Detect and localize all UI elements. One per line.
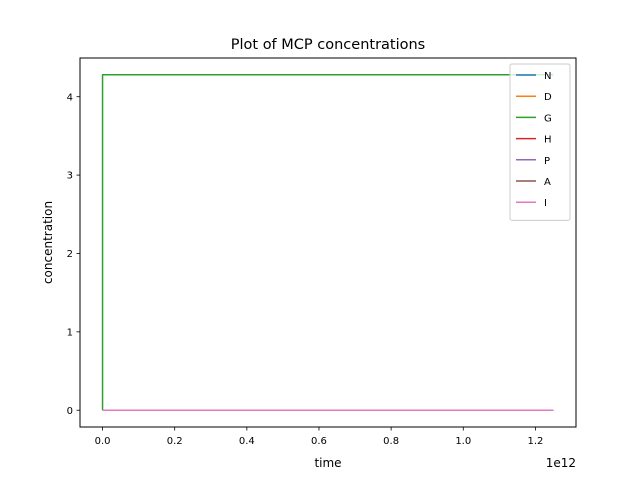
x-axis-offset-label: 1e12 bbox=[546, 456, 576, 470]
legend-label: D bbox=[544, 92, 552, 103]
legend-label: I bbox=[544, 198, 547, 209]
legend-label: P bbox=[544, 156, 550, 167]
y-tick-label: 0 bbox=[67, 406, 73, 417]
y-tick-label: 1 bbox=[67, 327, 73, 338]
x-tick-label: 0.0 bbox=[95, 436, 111, 447]
x-tick-label: 0.8 bbox=[383, 436, 399, 447]
legend-box bbox=[509, 63, 571, 221]
y-tick-label: 3 bbox=[67, 171, 73, 182]
x-tick-label: 0.4 bbox=[239, 436, 255, 447]
x-axis-label: time bbox=[314, 456, 341, 470]
y-tick-label: 2 bbox=[67, 249, 73, 260]
series-layer bbox=[101, 74, 554, 411]
plot-frame bbox=[79, 57, 577, 428]
legend-label: H bbox=[544, 135, 552, 146]
y-axis-label: concentration bbox=[41, 201, 55, 284]
series-line-G bbox=[101, 74, 554, 411]
x-axis: 0.0 0.2 0.4 0.6 0.8 1.0 1.2 bbox=[95, 427, 543, 447]
legend-label: G bbox=[544, 113, 552, 124]
legend-label: N bbox=[544, 71, 551, 82]
x-tick-label: 1.0 bbox=[455, 436, 471, 447]
y-tick-label: 4 bbox=[67, 92, 73, 103]
y-axis: 0 1 2 3 4 bbox=[67, 92, 80, 417]
chart-title: Plot of MCP concentrations bbox=[231, 37, 426, 53]
legend-label: A bbox=[544, 177, 551, 188]
x-tick-label: 0.2 bbox=[167, 436, 183, 447]
x-tick-label: 1.2 bbox=[527, 436, 543, 447]
x-tick-label: 0.6 bbox=[311, 436, 327, 447]
